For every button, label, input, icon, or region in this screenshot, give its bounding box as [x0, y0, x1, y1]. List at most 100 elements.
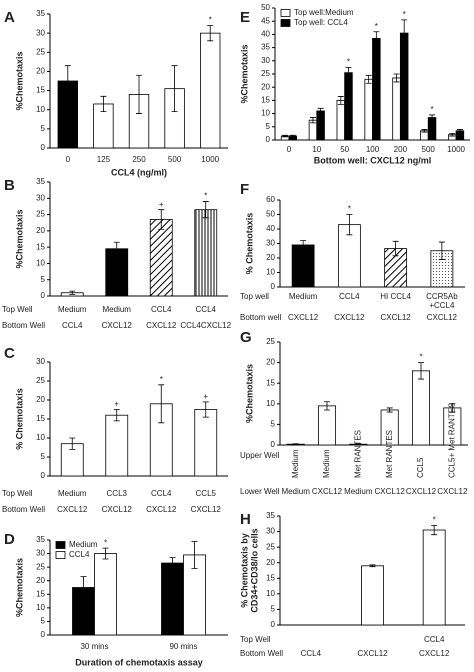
row-cell: Medium	[281, 487, 310, 496]
x-tick-label: 50	[340, 145, 349, 154]
y-tick-label: 20	[261, 82, 270, 91]
legend-label: Top well: CCL4	[294, 18, 348, 27]
row-cell: CXCL12	[102, 505, 133, 514]
row-cell: CCL4	[151, 305, 172, 314]
bar	[399, 32, 409, 141]
error-bar	[392, 240, 399, 257]
legend-swatch	[280, 9, 291, 17]
x-tick-label: 200	[394, 145, 408, 154]
legend-swatch	[280, 19, 291, 27]
y-tick-label: 0	[41, 471, 46, 480]
row-cell: Medium	[322, 449, 331, 478]
error-bar	[449, 133, 456, 137]
row-label: Top Well	[2, 489, 33, 498]
y-tick-label: 20	[266, 358, 275, 367]
x-tick-label: 10	[312, 145, 321, 154]
error-bar	[317, 107, 324, 114]
significance-marker: *	[104, 538, 107, 547]
panel-letter: A	[4, 9, 15, 26]
x-tick-label: 0	[66, 155, 71, 164]
error-bar	[202, 401, 209, 418]
row-cell: CXCL12	[381, 313, 412, 322]
bar	[94, 553, 117, 636]
y-tick-label: 45	[261, 16, 270, 25]
row-cell: CXCL12	[146, 505, 177, 514]
panel-letter: B	[4, 177, 15, 194]
row-cell: CCL5	[196, 489, 217, 498]
error-bar	[64, 65, 71, 97]
x-tick-label: 500	[422, 145, 436, 154]
legend-swatch	[55, 541, 66, 549]
significance-marker: *	[430, 105, 433, 114]
y-tick-label: 20	[36, 576, 45, 585]
row-cell: CXCL12	[406, 487, 437, 496]
y-tick-label: 20	[36, 226, 45, 235]
x-tick-label: 125	[97, 155, 111, 164]
x-tick-label: 30 mins	[80, 642, 108, 651]
bar	[427, 117, 437, 141]
error-bar	[282, 134, 289, 138]
error-bar	[456, 129, 463, 133]
error-bar	[429, 114, 436, 121]
y-tick-label: 30	[266, 527, 275, 536]
error-bar	[438, 241, 445, 260]
y-tick-label: 20	[266, 558, 275, 567]
row-label: Bottom Well	[2, 321, 45, 330]
y-tick-label: 10	[36, 105, 45, 114]
row-cell: CXCL12	[357, 649, 388, 658]
row-cell: HI CCL4	[380, 292, 411, 301]
y-tick-label: 15	[36, 242, 45, 251]
significance-marker: *	[403, 10, 406, 19]
legend-label: CCL4	[69, 550, 90, 559]
y-axis-title: %Chemotaxis	[239, 44, 249, 103]
error-bar	[158, 209, 165, 230]
y-axis-title: %Chemotaxis	[244, 364, 254, 423]
error-bar	[102, 547, 109, 560]
error-bar	[431, 524, 438, 536]
row-cell: Met RANTES	[385, 430, 394, 478]
row-cell: Medium	[344, 487, 373, 496]
error-bar	[289, 134, 296, 138]
y-tick-label: 20	[266, 253, 275, 262]
row-cell: CXCL12	[191, 505, 222, 514]
error-bar	[373, 31, 380, 46]
bar	[291, 244, 315, 288]
row-cell: +CCL4	[429, 301, 455, 310]
y-tick-label: 25	[36, 376, 45, 385]
y-tick-label: 0	[271, 620, 276, 629]
significance-marker: *	[209, 16, 212, 25]
bar	[344, 72, 353, 141]
bar	[161, 562, 184, 636]
error-bar	[355, 443, 362, 445]
bar	[372, 37, 381, 141]
error-bar	[393, 73, 400, 83]
bar	[105, 414, 129, 477]
y-tick-label: 35	[261, 43, 270, 52]
error-bar	[324, 401, 330, 411]
error-bar	[386, 407, 393, 413]
legend-label: Medium	[69, 540, 98, 549]
bar	[317, 405, 337, 446]
bar	[194, 209, 218, 297]
row-cell: CXCL12	[146, 321, 177, 330]
y-axis-title: % Chemotaxis by	[239, 533, 249, 608]
error-bar	[136, 74, 142, 114]
y-tick-label: 0	[271, 282, 276, 291]
row-cell: CXCL12	[419, 649, 450, 658]
y-tick-label: 40	[261, 30, 270, 39]
significance-marker: *	[347, 58, 350, 67]
y-tick-label: 25	[36, 210, 45, 219]
y-tick-label: 5	[266, 122, 271, 131]
y-tick-label: 10	[36, 259, 45, 268]
row-cell: CCL4CXCL12	[180, 321, 231, 330]
significance-marker: *	[375, 22, 378, 31]
x-tick-label: 1000	[447, 145, 465, 154]
row-cell: Met RANTES	[353, 430, 362, 478]
panel-letter: H	[240, 511, 251, 528]
y-tick-label: 60	[266, 195, 275, 204]
y-tick-label: 0	[266, 135, 271, 144]
x-tick-label: 500	[168, 155, 182, 164]
row-cell: CCR5Ab	[426, 292, 458, 301]
y-tick-label: 25	[36, 47, 45, 56]
